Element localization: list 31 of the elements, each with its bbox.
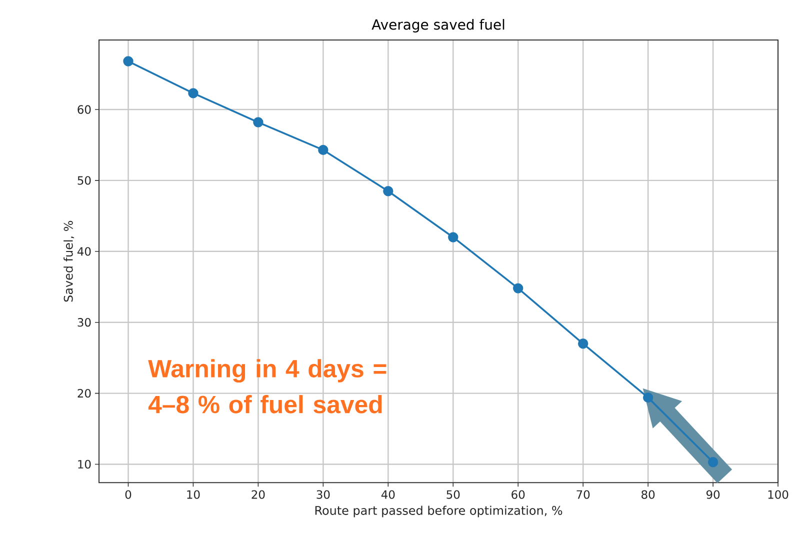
point bbox=[642, 392, 654, 403]
x-axis-title: Route part passed before optimization, % bbox=[315, 506, 562, 518]
y-tick-label: 40 bbox=[77, 247, 91, 256]
x-tick-label: 20 bbox=[252, 490, 265, 499]
y-tick-label: 50 bbox=[78, 176, 91, 185]
x-tick-label: 40 bbox=[381, 490, 395, 499]
x-tick-label: 100 bbox=[768, 490, 788, 499]
point bbox=[318, 144, 328, 156]
x-tick-label: 90 bbox=[706, 490, 720, 499]
point bbox=[383, 186, 394, 196]
x-tick-label: 0 bbox=[125, 490, 132, 499]
annotation: Warning in 4 days = 4–8 % of fuel saved bbox=[148, 359, 386, 414]
point bbox=[253, 117, 264, 128]
y-axis-title: Saved fuel, % bbox=[64, 220, 74, 302]
x-tick-label: 30 bbox=[316, 490, 330, 499]
y-tick-label: 60 bbox=[78, 105, 91, 114]
point bbox=[578, 338, 588, 349]
point bbox=[123, 56, 134, 66]
x-tick-label: 80 bbox=[642, 490, 655, 499]
point bbox=[708, 457, 718, 468]
y-tick-label: 30 bbox=[78, 318, 91, 327]
point bbox=[448, 232, 458, 242]
x-tick-label: 70 bbox=[576, 490, 590, 499]
x-tick-label: 50 bbox=[446, 490, 460, 499]
y-tick-label: 20 bbox=[78, 388, 91, 398]
y-tick-label: 10 bbox=[78, 460, 91, 469]
point bbox=[188, 88, 198, 98]
x-tick-label: 60 bbox=[512, 490, 525, 499]
x-tick-label: 10 bbox=[187, 490, 200, 499]
chart-title: Average saved fuel bbox=[372, 18, 504, 32]
point bbox=[513, 283, 524, 294]
